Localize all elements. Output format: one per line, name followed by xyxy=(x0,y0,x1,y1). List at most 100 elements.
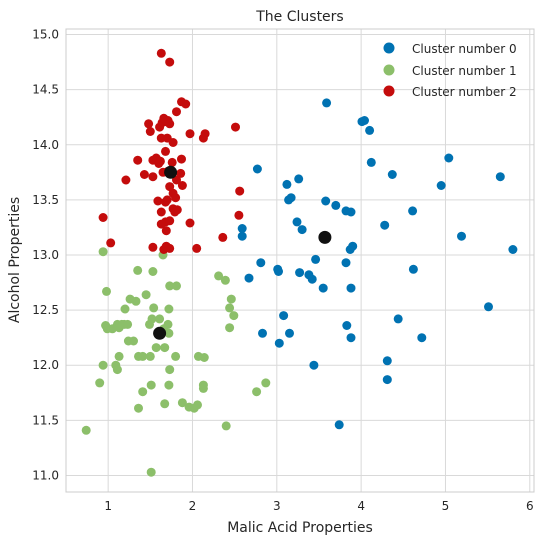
cluster-0-point xyxy=(444,153,454,163)
cluster-2-point xyxy=(234,210,244,220)
cluster-0-point xyxy=(244,273,254,283)
cluster-2-point xyxy=(155,156,165,166)
legend-marker-cluster-1 xyxy=(383,64,395,76)
cluster-0-point xyxy=(342,321,352,330)
cluster-0-point xyxy=(321,196,331,206)
cluster-0-point xyxy=(294,174,304,184)
cluster-2-point xyxy=(156,219,166,229)
cluster-1-point xyxy=(146,467,156,477)
cluster-2-point xyxy=(165,216,175,226)
cluster-2-point xyxy=(165,182,175,192)
cluster-0-point xyxy=(380,220,390,230)
cluster-0-point xyxy=(286,193,296,203)
grid xyxy=(66,29,534,492)
cluster-0-point xyxy=(408,264,418,274)
cluster-0-point xyxy=(237,231,247,241)
legend-marker-cluster-0 xyxy=(383,42,395,54)
cluster-1-point xyxy=(160,343,170,353)
cluster-1-point xyxy=(112,365,122,375)
cluster-1-point xyxy=(172,281,181,291)
cluster-1-point xyxy=(134,403,143,413)
cluster-0-point xyxy=(331,200,341,210)
cluster-0-point xyxy=(274,338,284,348)
cluster-0-point xyxy=(309,360,319,370)
plot-frame xyxy=(65,28,535,493)
centroid-point xyxy=(318,230,332,244)
cluster-0-point xyxy=(292,217,302,227)
cluster-1-point xyxy=(261,378,271,388)
cluster-0-point xyxy=(484,302,493,312)
cluster-1-point xyxy=(98,247,108,257)
cluster-1-point xyxy=(131,296,141,306)
cluster-1-point xyxy=(102,286,111,296)
cluster-0-point xyxy=(382,356,392,366)
cluster-2-point xyxy=(106,238,116,248)
y-tick-label: 14.5 xyxy=(32,83,59,97)
cluster-2-point xyxy=(144,119,154,129)
cluster-0-point xyxy=(408,206,418,216)
cluster-2-point xyxy=(172,107,181,117)
cluster-1-point xyxy=(199,353,209,362)
x-tick-label: 4 xyxy=(357,499,365,513)
cluster-2-point xyxy=(192,243,202,253)
cluster-1-point xyxy=(81,425,91,435)
cluster-0-point xyxy=(279,311,289,321)
cluster-1-point xyxy=(123,319,133,329)
y-tick-label: 11.5 xyxy=(32,413,59,427)
cluster-1-point xyxy=(148,267,158,276)
cluster-2-point xyxy=(161,146,170,156)
cluster-0-point xyxy=(365,125,375,135)
cluster-0-point xyxy=(341,258,351,268)
legend-label-cluster-0: Cluster number 0 xyxy=(412,42,517,56)
y-tick-label: 13.0 xyxy=(32,248,59,262)
cluster-2-point xyxy=(155,122,165,132)
cluster-0-point xyxy=(417,333,427,343)
cluster-1-point xyxy=(164,380,174,390)
y-axis-label: Alcohol Properties xyxy=(7,197,23,323)
cluster-1-point xyxy=(160,399,170,409)
cluster-1-point xyxy=(252,387,262,397)
cluster-2-point xyxy=(156,207,166,217)
cluster-2-point xyxy=(148,242,158,252)
cluster-1-point xyxy=(147,314,157,324)
cluster-0-point xyxy=(237,224,247,233)
cluster-2-point xyxy=(181,99,191,109)
cluster-2-point xyxy=(168,138,178,147)
legend-label-cluster-2: Cluster number 2 xyxy=(412,85,517,99)
cluster-2-point xyxy=(198,133,208,143)
cluster-2-point xyxy=(167,157,177,167)
cluster-1-point xyxy=(225,303,235,313)
cluster-2-point xyxy=(161,241,171,251)
centroid-point xyxy=(153,326,167,340)
cluster-0-point xyxy=(322,98,332,108)
cluster-0-point xyxy=(334,420,344,430)
cluster-2-point xyxy=(145,127,155,136)
x-tick-label: 2 xyxy=(189,499,197,513)
cluster-2-point xyxy=(148,172,158,182)
cluster-0-point xyxy=(393,314,403,324)
cluster-2-point xyxy=(177,154,186,164)
x-tick-label: 5 xyxy=(442,499,450,513)
cluster-1-point xyxy=(151,343,161,353)
cluster-1-point xyxy=(229,311,239,321)
cluster-1-point xyxy=(165,281,175,291)
cluster-1-point xyxy=(129,336,138,346)
cluster-2-point xyxy=(185,218,195,228)
cluster-1-point xyxy=(95,378,105,388)
tick-labels: 1 2 3 4 5 6 11.0 11.5 12.0 12.5 13.0 13.5 14.0 14.5 15… xyxy=(32,28,533,513)
legend-label-cluster-1: Cluster number 1 xyxy=(412,64,517,78)
cluster-1-point xyxy=(138,387,148,397)
legend: Cluster number 0 Cluster number 1 Cluste… xyxy=(383,42,517,99)
cluster-0-point xyxy=(273,264,283,274)
cluster-2-point xyxy=(161,197,170,207)
cluster-0-point xyxy=(348,241,358,251)
cluster-0-point xyxy=(318,283,328,293)
cluster-0-point xyxy=(457,231,466,241)
cluster-1-point xyxy=(141,290,151,300)
cluster-1-point xyxy=(146,380,156,390)
x-axis-label: Malic Acid Properties xyxy=(227,520,373,536)
cluster-2-point xyxy=(171,193,181,203)
cluster-2-point xyxy=(153,196,163,206)
